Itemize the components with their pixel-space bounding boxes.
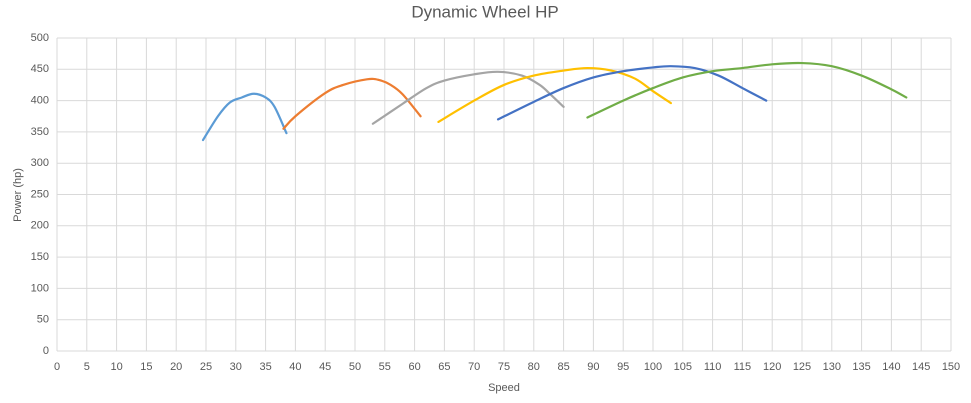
x-tick-label: 35	[259, 361, 271, 373]
line-series	[201, 92, 288, 142]
y-tick-label: 450	[31, 63, 49, 75]
x-tick-label: 150	[942, 361, 960, 373]
x-tick-label: 75	[498, 361, 510, 373]
x-tick-label: 95	[617, 361, 629, 373]
x-tick-label: 20	[170, 361, 182, 373]
y-tick-label: 0	[43, 345, 49, 357]
x-tick-label: 45	[319, 361, 331, 373]
x-tick-label: 135	[852, 361, 870, 373]
y-axis-label: Power (hp)	[12, 168, 24, 222]
x-tick-label: 110	[704, 361, 722, 373]
x-tick-label: 80	[528, 361, 540, 373]
x-tick-label: 0	[54, 361, 60, 373]
y-tick-label: 50	[37, 314, 49, 326]
x-tick-label: 60	[408, 361, 420, 373]
y-tick-label: 400	[31, 95, 49, 107]
x-tick-label: 120	[763, 361, 781, 373]
x-tick-label: 105	[674, 361, 692, 373]
y-tick-label: 300	[31, 157, 49, 169]
x-tick-label: 130	[823, 361, 841, 373]
x-tick-label: 55	[379, 361, 391, 373]
x-tick-label: 125	[793, 361, 811, 373]
x-tick-label: 5	[84, 361, 90, 373]
x-tick-label: 15	[140, 361, 152, 373]
x-tick-label: 50	[349, 361, 361, 373]
x-tick-label: 10	[110, 361, 122, 373]
x-tick-label: 145	[912, 361, 930, 373]
x-tick-label: 100	[644, 361, 662, 373]
line-series	[282, 77, 422, 130]
line-series	[371, 70, 565, 125]
x-tick-label: 85	[557, 361, 569, 373]
x-tick-label: 115	[734, 361, 752, 373]
x-tick-label: 90	[587, 361, 599, 373]
chart-title: Dynamic Wheel HP	[411, 2, 558, 21]
y-tick-label: 500	[31, 32, 49, 44]
line-series	[437, 66, 672, 123]
line-series	[586, 61, 908, 119]
x-tick-label: 30	[230, 361, 242, 373]
y-tick-label: 100	[31, 282, 49, 294]
x-axis-label: Speed	[488, 382, 520, 394]
x-tick-label: 140	[882, 361, 900, 373]
y-tick-label: 250	[31, 188, 49, 200]
y-tick-label: 350	[31, 126, 49, 138]
line-series	[496, 65, 768, 121]
x-tick-label: 70	[468, 361, 480, 373]
x-tick-label: 25	[200, 361, 212, 373]
y-tick-label: 150	[31, 251, 49, 263]
y-tick-label: 200	[31, 220, 49, 232]
x-tick-label: 40	[289, 361, 301, 373]
x-tick-label: 65	[438, 361, 450, 373]
